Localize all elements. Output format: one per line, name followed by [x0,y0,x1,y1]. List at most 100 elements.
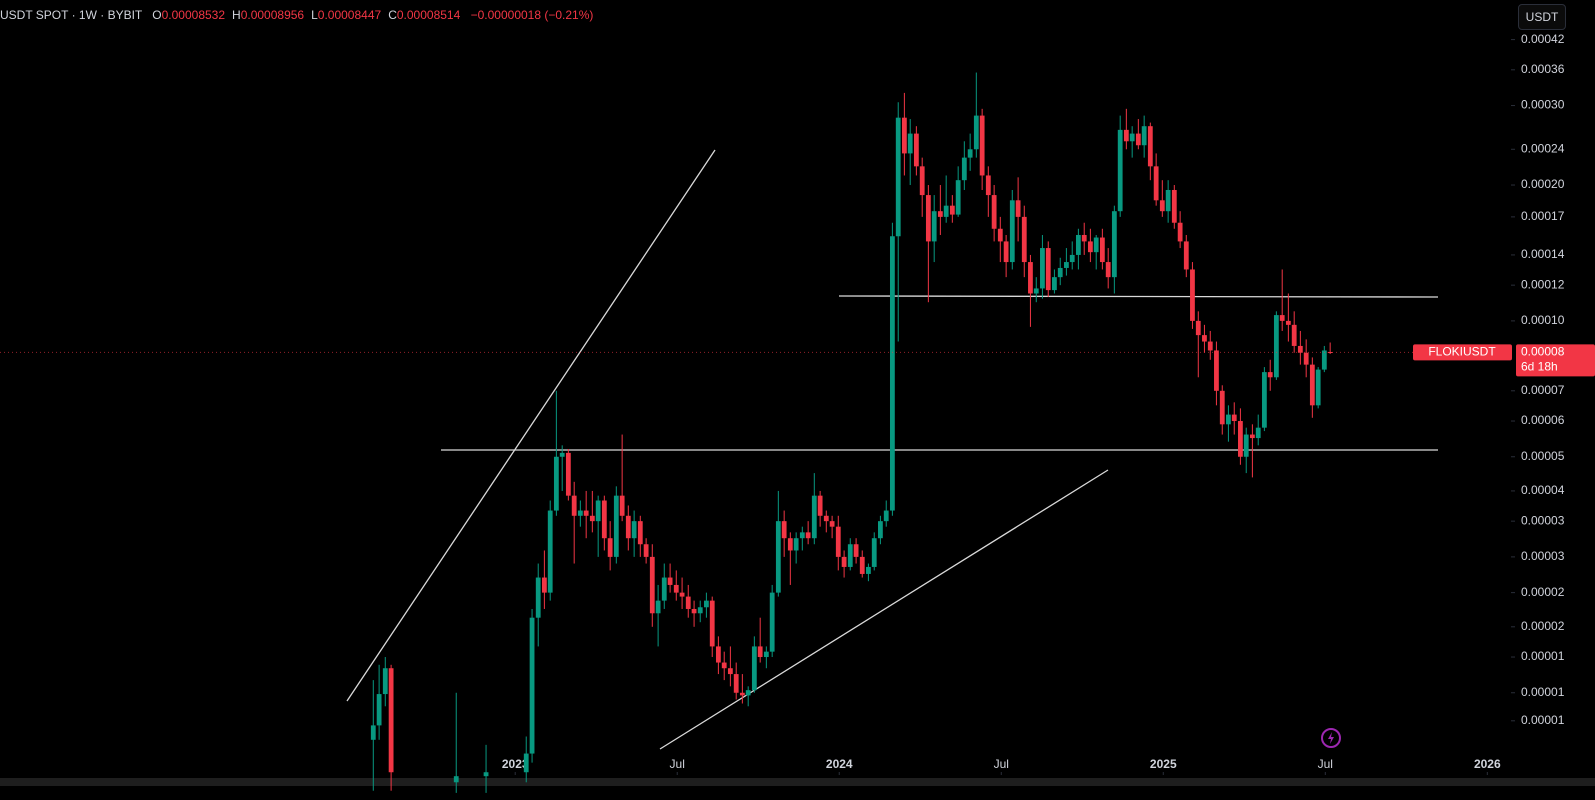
y-tick-label: 0.00012 [1521,277,1565,291]
candle-body [1147,126,1153,167]
candle-body [1261,372,1267,428]
candle-body [991,195,997,229]
candle-body [955,180,961,215]
candle-body [453,776,459,783]
candle-body [871,538,877,567]
candle-body [1159,200,1165,212]
candle-body [1040,248,1045,289]
candle-body [1291,324,1297,346]
price-tag-bg [1516,344,1595,377]
x-tick-label: Jul [1318,757,1333,771]
candle-body [907,133,913,154]
y-tick-label: 0.00020 [1521,177,1565,191]
candle-body [878,521,883,539]
candle-body [739,692,745,696]
candle-body [1171,189,1177,223]
candle-body [961,157,967,181]
candle-body [583,510,589,516]
candle-body [631,521,637,539]
candle-body [979,115,985,176]
candle-body [595,500,601,522]
candle-body [949,205,955,215]
candle-body [793,538,799,551]
bolt-icon[interactable] [1321,728,1341,748]
candle-body [553,456,559,511]
candle-body [919,166,925,196]
candle-body [1309,364,1315,406]
candle-body [577,510,583,516]
candle-body [1243,434,1249,457]
candle-body [781,521,787,539]
candle-body [1069,254,1075,263]
candle-body [967,149,973,158]
y-tick-label: 0.00002 [1521,619,1565,633]
candle-body [895,117,901,237]
candle-body [559,452,565,457]
candle-body [483,772,489,777]
candle-body [1273,315,1279,378]
candle-body [1015,200,1021,217]
candle-body [697,607,703,614]
y-tick-label: 0.00024 [1521,141,1565,155]
candle-body [667,577,673,585]
candle-body [1141,126,1147,146]
candle-body [1207,341,1213,351]
candle-body [1327,352,1333,354]
ohlc: O0.00008532 H0.00008956 L0.00008447 C0.0000… [152,8,467,22]
candle-body [733,674,739,693]
candle-body [925,195,931,242]
candle-body [901,117,907,154]
candle-body [1123,129,1129,142]
candle-body [1190,269,1195,321]
scrollbar [0,778,1595,786]
candle-body [721,662,727,669]
candle-body [589,515,595,522]
candle-body [973,115,979,150]
candle-body [1255,427,1261,439]
candle-body [607,538,613,557]
candle-body [703,600,709,608]
x-tick-label: Jul [994,757,1009,771]
candle-body [1214,350,1219,391]
candle-body [1087,241,1093,253]
candle-body [1117,129,1123,212]
candle-body [1285,320,1291,325]
y-tick-label: 0.00001 [1521,685,1565,699]
ohlc-value: 0.00008514 [396,8,461,22]
x-tick-label: Jul [670,757,685,771]
x-tick-label: 2024 [826,757,853,771]
candle-body [679,592,685,597]
ohlc-value: 0.00008532 [161,8,226,22]
candle-body [1315,369,1321,406]
y-tick-label: 0.00006 [1521,413,1565,427]
candle-body [763,651,769,658]
y-tick-label: 0.00002 [1521,585,1565,599]
candle-body [1165,189,1171,212]
ohlc-value: 0.00008447 [317,8,382,22]
candle-body [376,694,382,726]
trend-line [659,469,1109,750]
candle-body [661,577,667,601]
candle-body [1195,320,1201,336]
candle-body [889,236,895,511]
candle-body [1045,248,1051,291]
candle-body [1238,421,1243,457]
ohlc-letter: C [388,8,397,22]
candle-body [757,646,763,658]
candle-body [859,556,865,574]
candle-body [931,211,937,242]
candle-body [1321,350,1327,370]
candle-body [1003,241,1009,263]
candle-body [1033,288,1039,294]
candle-body [799,532,805,539]
candle-body [1057,267,1063,278]
candle-body [787,538,793,551]
candle-body [727,668,733,675]
currency-button[interactable]: USDT [1518,4,1566,30]
y-tick-label: 0.00001 [1521,649,1565,663]
y-tick-label: 0.00010 [1521,313,1565,327]
y-tick-label: 0.00003 [1521,513,1565,527]
candle-body [997,228,1003,242]
candle-body [1303,352,1309,365]
candle-body [835,526,841,557]
